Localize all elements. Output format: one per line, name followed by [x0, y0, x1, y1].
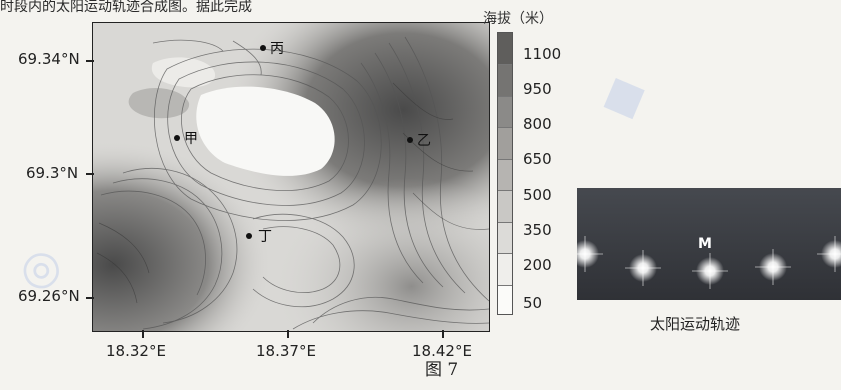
legend-title: 海拔（米） [483, 11, 553, 27]
elevation-legend-bar [497, 32, 513, 315]
lat-label-69-26: 69.26°N [18, 287, 80, 305]
lon-tick [287, 330, 289, 338]
legend-band [498, 158, 512, 191]
elevation-map [92, 22, 490, 332]
lat-tick [86, 60, 94, 62]
lon-label-18-32: 18.32°E [106, 342, 166, 360]
legend-value: 1100 [523, 45, 562, 63]
legend-value: 950 [523, 80, 552, 98]
sun-trajectory-caption: 太阳运动轨迹 [650, 315, 741, 333]
lat-tick [86, 173, 94, 175]
sun-positions [577, 236, 841, 289]
place-dot-bing [260, 45, 266, 51]
sun-label-m: M [698, 236, 712, 252]
place-label-jia: 甲 [184, 131, 198, 147]
legend-band [498, 221, 512, 254]
lon-tick [142, 330, 144, 338]
legend-band [498, 33, 512, 65]
legend-value: 800 [523, 115, 552, 133]
legend-value: 350 [523, 221, 552, 239]
watermark-logo: ◆ [588, 54, 656, 134]
legend-value: 50 [523, 294, 543, 312]
legend-value: 500 [523, 186, 552, 204]
legend-band [498, 64, 512, 96]
legend-band [498, 284, 512, 314]
lat-label-69-34: 69.34°N [18, 50, 80, 68]
lat-label-69-3: 69.3°N [26, 164, 79, 182]
sun-trajectory-photo [577, 188, 841, 300]
legend-band [498, 253, 512, 285]
lon-label-18-42: 18.42°E [412, 342, 472, 360]
place-label-yi: 乙 [417, 133, 431, 149]
legend-band [498, 190, 512, 222]
sun-trajectory-canvas [577, 188, 841, 300]
place-label-bing: 丙 [270, 41, 284, 57]
lat-tick [86, 297, 94, 299]
legend-value: 200 [523, 256, 552, 274]
legend-value: 650 [523, 150, 552, 168]
lon-tick [442, 330, 444, 338]
question-text: 时段内的太阳运动轨迹合成图。据此完成 [0, 0, 252, 15]
elevation-map-canvas [93, 23, 489, 331]
place-dot-jia [174, 135, 180, 141]
figure-label: 图 7 [425, 360, 459, 380]
place-label-ding: 丁 [258, 229, 272, 245]
lon-label-18-37: 18.37°E [256, 342, 316, 360]
place-dot-ding [246, 233, 252, 239]
place-dot-yi [407, 137, 413, 143]
legend-band [498, 127, 512, 159]
legend-band [498, 95, 512, 128]
